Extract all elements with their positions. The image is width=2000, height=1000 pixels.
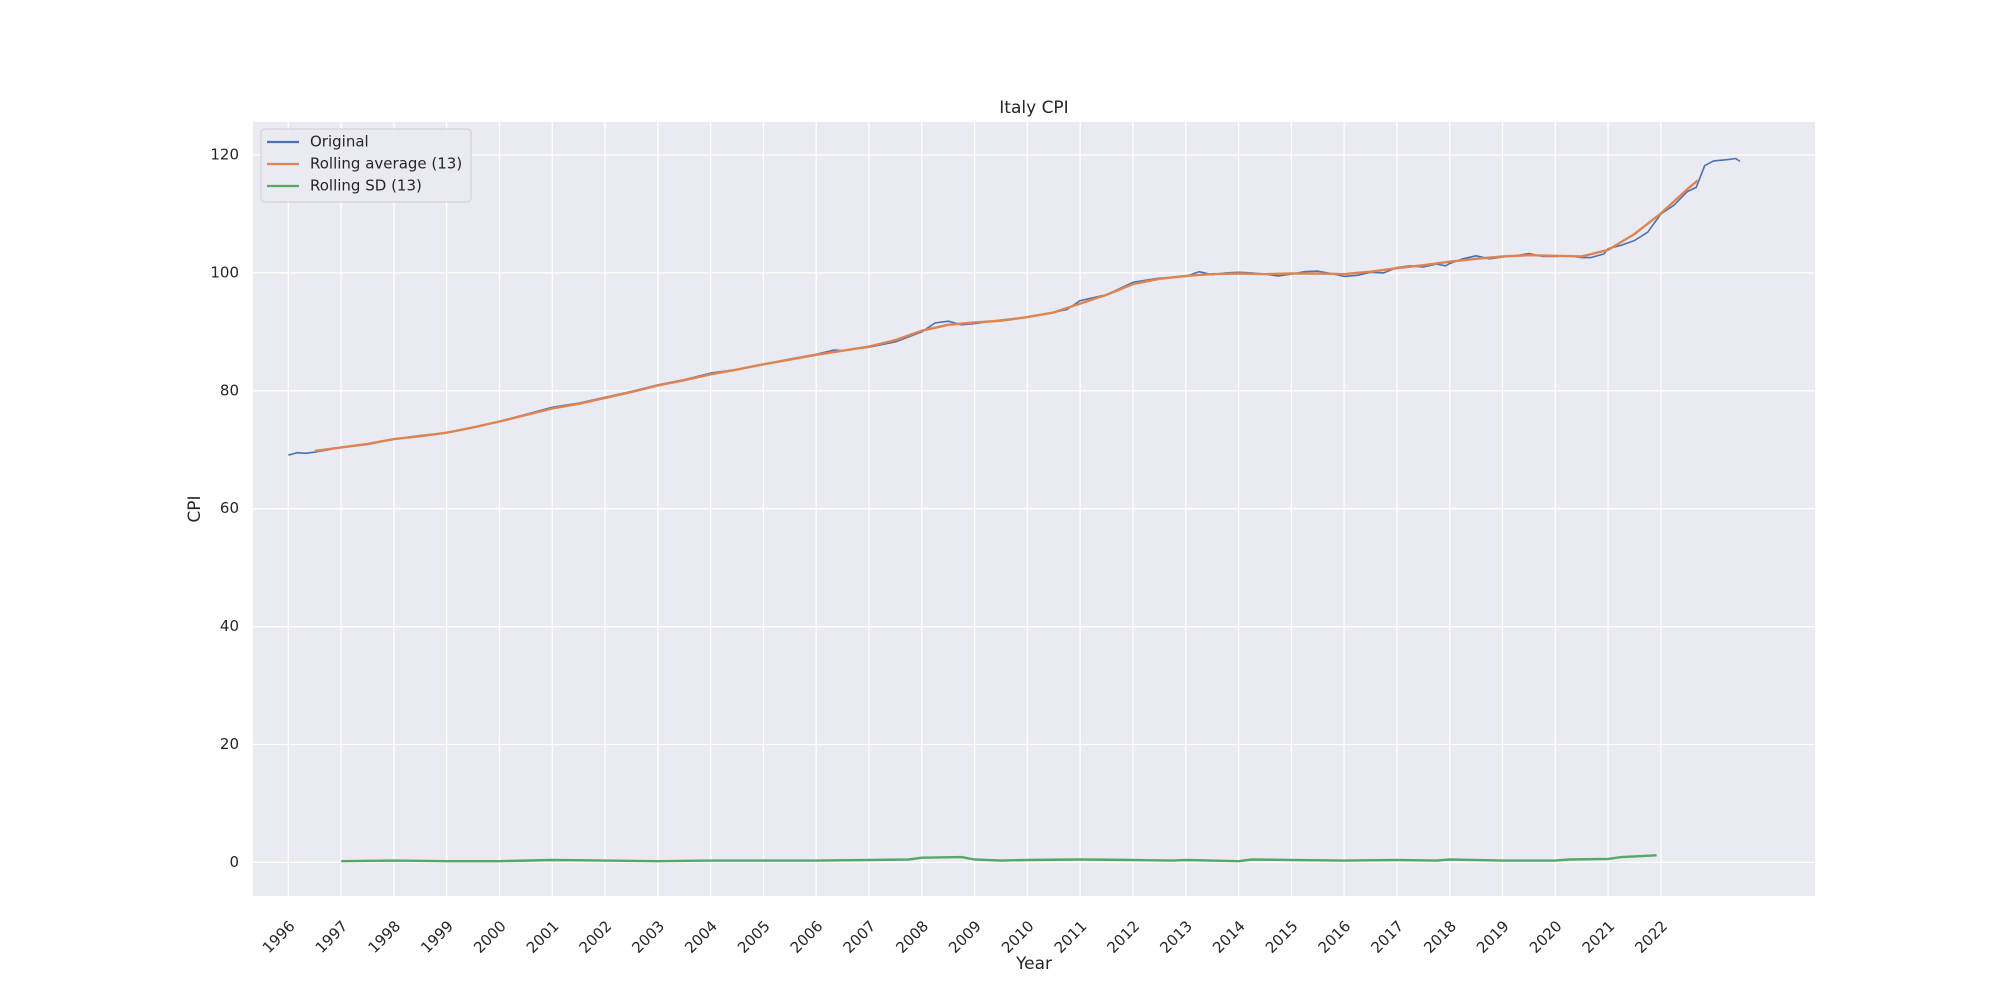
x-tick-label: 1997	[312, 917, 352, 957]
x-tick-label: 2001	[523, 917, 563, 957]
legend: Original Rolling average (13) Rolling SD (…	[260, 128, 472, 203]
x-tick-label: 2019	[1473, 917, 1513, 957]
x-tick-label: 2006	[787, 917, 827, 957]
y-tick-label: 80	[220, 381, 239, 399]
legend-label: Rolling average (13)	[310, 155, 462, 173]
x-tick-label: 2012	[1104, 917, 1144, 957]
data-series	[288, 157, 1741, 863]
x-tick-label: 2003	[628, 917, 668, 957]
x-tick-label: 2000	[470, 917, 510, 957]
x-axis-label: Year	[1015, 954, 1052, 974]
y-axis-label: CPI	[185, 495, 205, 522]
y-tick-label: 40	[220, 617, 239, 635]
x-tick-label: 2018	[1420, 917, 1460, 957]
series-rolling-sd-line	[341, 854, 1657, 863]
legend-label: Original	[310, 133, 369, 151]
x-tick-label: 2007	[840, 917, 880, 957]
x-tick-label: 2010	[998, 917, 1038, 957]
legend-label: Rolling SD (13)	[310, 177, 422, 195]
x-tick-label: 2022	[1631, 917, 1671, 957]
y-tick-label: 100	[210, 263, 239, 281]
chart-title: Italy CPI	[999, 98, 1068, 118]
x-tick-label: 2011	[1051, 917, 1091, 957]
x-tick-label: 2004	[681, 917, 721, 957]
y-tick-label: 0	[229, 853, 239, 871]
y-tick-label: 20	[220, 735, 239, 753]
x-tick-label: 2016	[1315, 917, 1355, 957]
y-tick-label: 60	[220, 499, 239, 517]
x-tick-label: 2015	[1262, 917, 1302, 957]
x-tick-label: 2020	[1526, 917, 1566, 957]
x-tick-label: 2002	[576, 917, 616, 957]
x-tick-label: 1996	[259, 917, 299, 957]
x-tick-label: 2013	[1156, 917, 1196, 957]
x-tick-label: 2014	[1209, 917, 1249, 957]
y-tick-labels: 0 20 40 60 80 100 120	[210, 146, 239, 871]
x-tick-label: 2017	[1367, 917, 1407, 957]
legend-box	[260, 128, 472, 203]
x-tick-label: 2005	[734, 917, 774, 957]
x-tick-label: 2021	[1579, 917, 1619, 957]
x-tick-labels: 1996 1997 1998 1999 2000 2001 2002 2003 2004 2005…	[259, 917, 1671, 957]
series-rolling-average-line	[314, 179, 1699, 453]
x-tick-label: 1999	[417, 917, 457, 957]
x-tick-label: 2008	[892, 917, 932, 957]
x-tick-label: 2009	[945, 917, 985, 957]
y-tick-label: 120	[210, 146, 239, 164]
x-tick-label: 1998	[364, 917, 404, 957]
grid-lines	[253, 122, 1815, 896]
